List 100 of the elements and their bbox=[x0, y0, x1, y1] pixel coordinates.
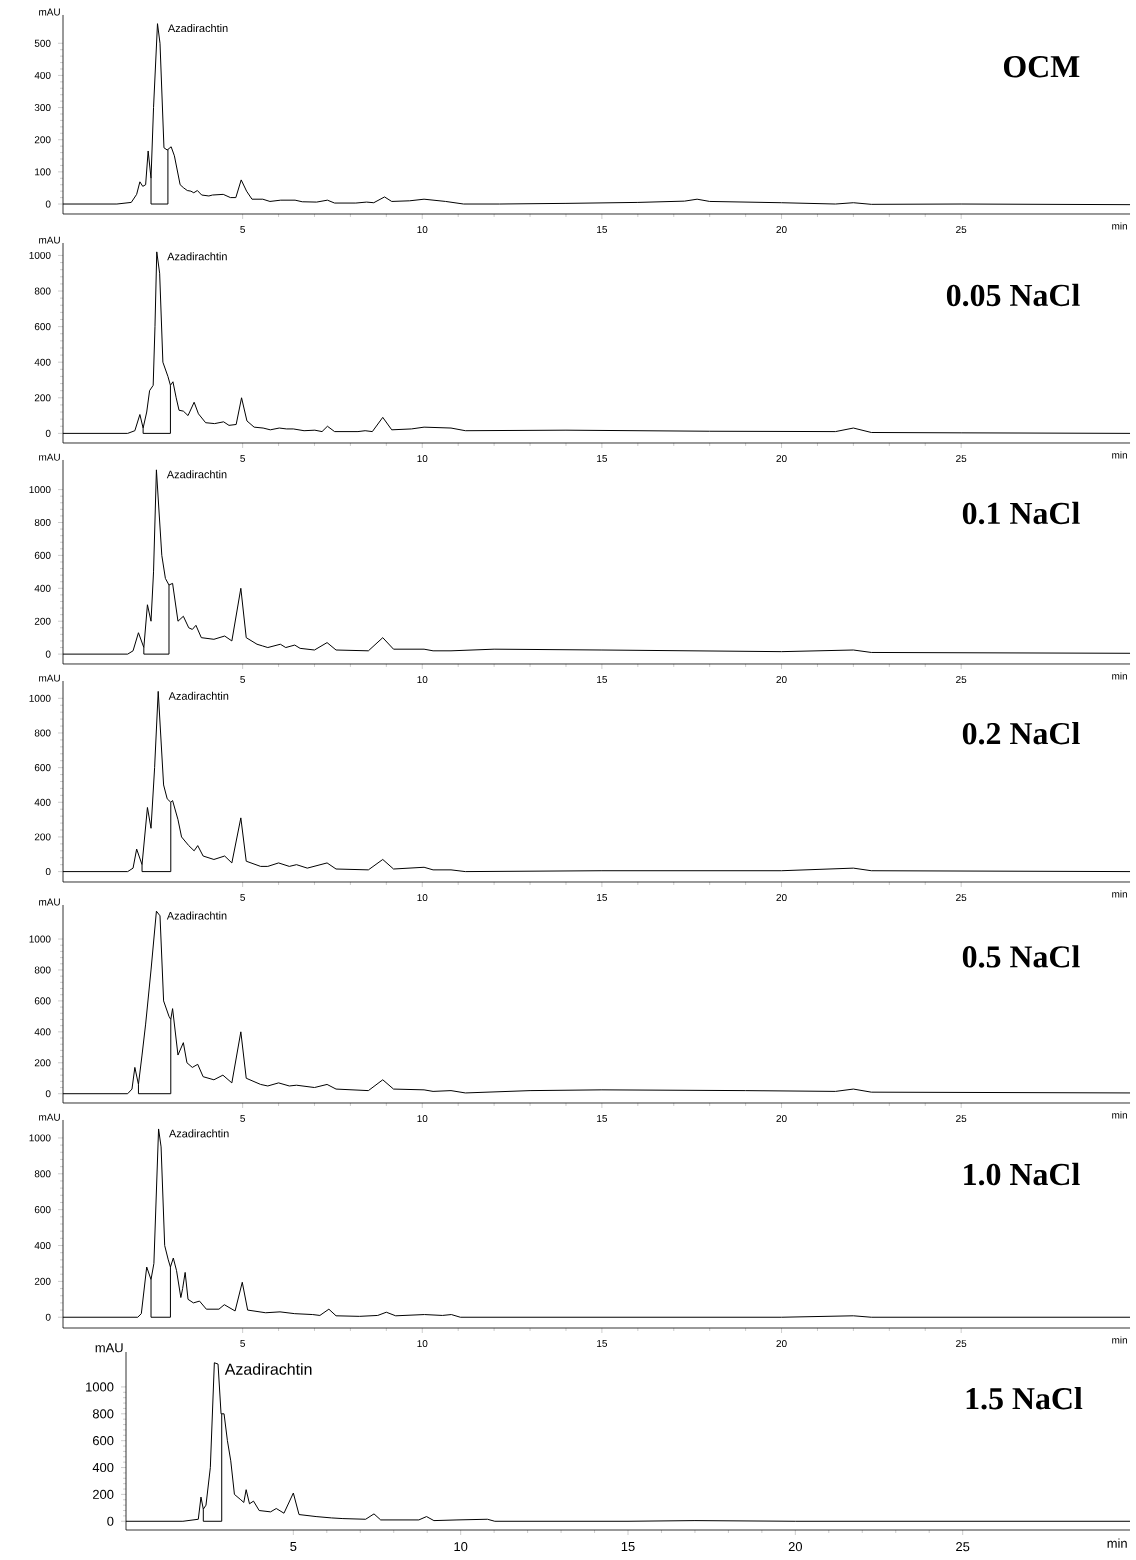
annotation: Azadirachtin bbox=[166, 470, 227, 479]
x-axis-title: min bbox=[1107, 1538, 1127, 1548]
x-tick-label: 20 bbox=[788, 1542, 803, 1552]
annotation: Azadirachtin bbox=[169, 1129, 229, 1138]
y-tick-label: 200 bbox=[34, 136, 51, 144]
x-axis-title: min bbox=[1112, 890, 1127, 898]
y-tick-label: 1000 bbox=[29, 1134, 51, 1142]
y-axis-title: mAU bbox=[39, 8, 60, 16]
y-tick-label: 500 bbox=[34, 39, 51, 47]
x-tick-label: 25 bbox=[956, 676, 967, 684]
x-tick-label: 20 bbox=[776, 226, 787, 234]
y-tick-label: 0 bbox=[45, 429, 51, 437]
text: 0.5 NaCl bbox=[962, 945, 1080, 968]
y-tick-label: 200 bbox=[93, 1489, 114, 1499]
y-tick-label: 400 bbox=[34, 1028, 51, 1036]
annotation: Azadirachtin bbox=[166, 911, 227, 920]
y-tick-label: 800 bbox=[34, 287, 51, 295]
x-tick-label: 5 bbox=[240, 676, 245, 683]
x-tick-label: 20 bbox=[776, 894, 787, 902]
y-tick-label: 100 bbox=[35, 168, 51, 176]
y-axis-title: mAU bbox=[39, 236, 60, 244]
x-tick-label: 25 bbox=[956, 455, 967, 463]
x-tick-label: 15 bbox=[597, 676, 608, 683]
x-tick-label: 25 bbox=[956, 1340, 967, 1348]
y-axis-title: mAU bbox=[95, 1343, 123, 1353]
y-tick-label: 0 bbox=[45, 1090, 51, 1098]
y-tick-label: 400 bbox=[34, 358, 51, 366]
text: 0.2 NaCl bbox=[962, 721, 1080, 745]
x-tick-label: 10 bbox=[417, 894, 428, 902]
y-tick-label: 400 bbox=[34, 1241, 51, 1250]
y-tick-label: 400 bbox=[34, 71, 51, 79]
y-tick-label: 800 bbox=[34, 966, 51, 974]
x-tick-label: 5 bbox=[240, 1340, 245, 1347]
y-tick-label: 1000 bbox=[29, 251, 51, 259]
x-tick-label: 20 bbox=[776, 1115, 787, 1123]
y-tick-label: 1000 bbox=[29, 935, 51, 943]
y-tick-label: 200 bbox=[34, 394, 51, 402]
x-tick-label: 5 bbox=[240, 894, 245, 901]
x-axis-title: min bbox=[1112, 1111, 1127, 1119]
x-tick-label: 10 bbox=[417, 1340, 428, 1348]
x-tick-label: 15 bbox=[597, 894, 608, 901]
x-tick-label: 10 bbox=[417, 226, 428, 234]
y-axis-title: mAU bbox=[39, 453, 60, 461]
y-axis-title: mAU bbox=[39, 674, 60, 682]
x-tick-label: 25 bbox=[956, 226, 967, 234]
x-tick-label: 5 bbox=[240, 1115, 245, 1122]
y-tick-label: 600 bbox=[34, 323, 51, 331]
text: OCM bbox=[1003, 56, 1080, 78]
text: 0.05 NaCl bbox=[946, 283, 1080, 307]
x-axis-title: min bbox=[1112, 451, 1127, 459]
y-tick-label: 600 bbox=[34, 551, 51, 559]
y-tick-label: 0 bbox=[45, 650, 51, 658]
y-tick-label: 600 bbox=[93, 1436, 114, 1446]
x-tick-label: 10 bbox=[417, 1115, 428, 1123]
y-tick-label: 1000 bbox=[86, 1382, 114, 1392]
y-tick-label: 200 bbox=[34, 1059, 51, 1067]
y-tick-label: 200 bbox=[34, 1277, 51, 1285]
x-axis-title: min bbox=[1112, 1336, 1127, 1344]
x-tick-label: 15 bbox=[621, 1542, 635, 1552]
x-tick-label: 20 bbox=[776, 455, 787, 463]
y-tick-label: 800 bbox=[34, 729, 51, 737]
y-tick-label: 0 bbox=[45, 868, 51, 876]
y-axis-title: mAU bbox=[39, 1113, 60, 1121]
x-tick-label: 5 bbox=[290, 1542, 297, 1552]
x-tick-label: 20 bbox=[776, 676, 787, 684]
x-tick-label: 10 bbox=[417, 455, 428, 463]
x-tick-label: 20 bbox=[776, 1340, 787, 1348]
x-tick-label: 25 bbox=[956, 1542, 970, 1552]
x-tick-label: 15 bbox=[597, 1340, 608, 1347]
x-tick-label: 10 bbox=[417, 676, 428, 684]
y-tick-label: 600 bbox=[34, 764, 51, 772]
y-tick-label: 800 bbox=[34, 1170, 51, 1178]
x-tick-label: 25 bbox=[956, 1115, 967, 1123]
y-tick-label: 1000 bbox=[29, 486, 51, 494]
y-tick-label: 1000 bbox=[29, 694, 51, 702]
y-tick-label: 0 bbox=[45, 200, 51, 208]
y-tick-label: 800 bbox=[34, 518, 51, 527]
text: 1.5 NaCl bbox=[966, 1386, 1083, 1410]
y-tick-label: 400 bbox=[34, 798, 51, 806]
annotation: Azadirachtin bbox=[167, 24, 228, 33]
y-tick-label: 300 bbox=[34, 104, 51, 112]
text: 0.1 NaCl bbox=[962, 501, 1080, 525]
y-tick-label: 0 bbox=[107, 1516, 114, 1526]
x-tick-label: 5 bbox=[240, 455, 245, 462]
annotation: Azadirachtin bbox=[168, 691, 229, 700]
y-axis-title: mAU bbox=[39, 898, 60, 906]
x-tick-label: 15 bbox=[597, 226, 608, 233]
y-tick-label: 200 bbox=[34, 833, 51, 841]
y-tick-label: 600 bbox=[34, 1206, 51, 1214]
x-tick-label: 5 bbox=[240, 226, 245, 233]
x-tick-label: 10 bbox=[454, 1542, 468, 1552]
annotation: Azadirachtin bbox=[224, 1363, 312, 1375]
y-tick-label: 0 bbox=[45, 1313, 51, 1321]
x-tick-label: 15 bbox=[597, 455, 608, 462]
x-axis-title: min bbox=[1112, 672, 1127, 680]
x-axis-title: min bbox=[1112, 222, 1127, 230]
y-tick-label: 400 bbox=[34, 584, 51, 592]
text: 1.0 NaCl bbox=[964, 1162, 1080, 1186]
y-tick-label: 400 bbox=[92, 1462, 114, 1473]
x-tick-label: 15 bbox=[597, 1115, 608, 1122]
